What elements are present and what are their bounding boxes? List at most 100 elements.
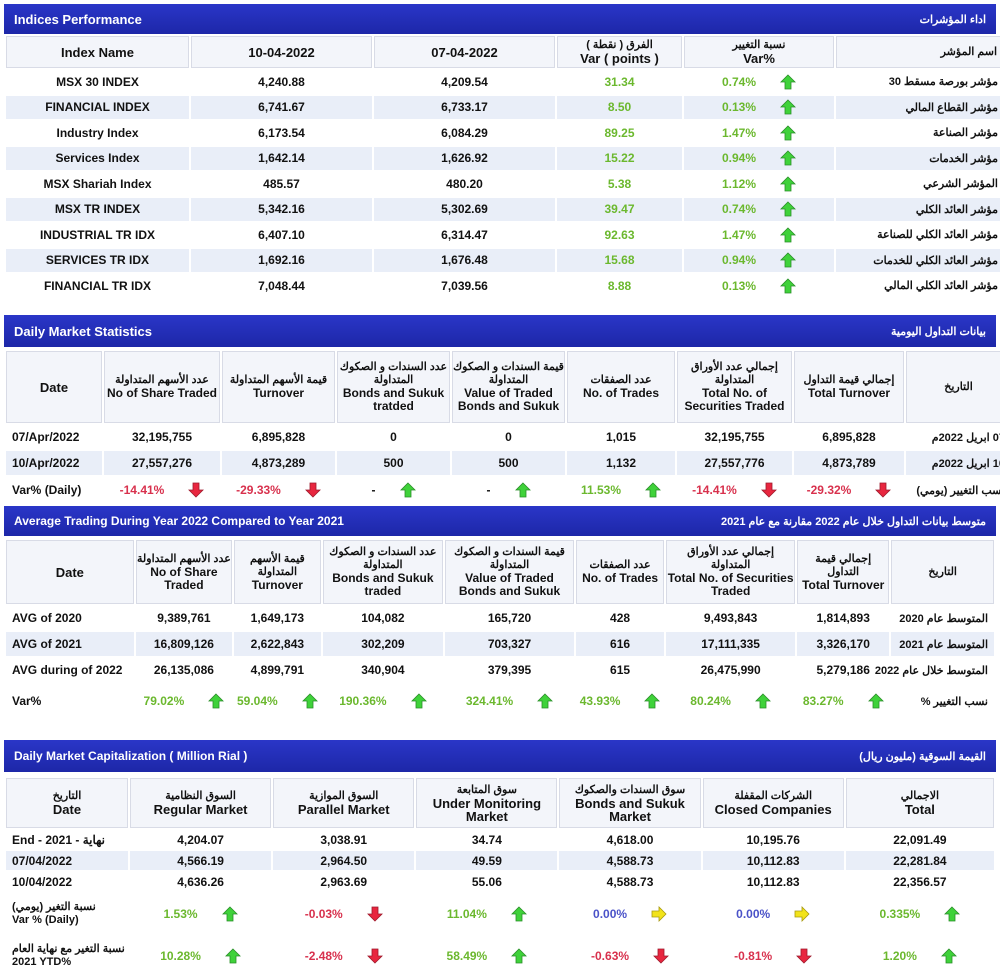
- indices-title-ar: اداء المؤشرات: [919, 13, 986, 26]
- daily-col-2: قيمة الأسهم المتداولة Turnover: [222, 351, 335, 423]
- daily-col-5: عدد الصفقات No. of Trades: [567, 351, 675, 423]
- avg-var-securities-value: 80.24%: [690, 694, 731, 708]
- cap-monitor: 55.06: [471, 874, 502, 889]
- daily-col-6: إجمالي عدد الأوراق المتداولة Total No. o…: [677, 351, 792, 423]
- index-value-d1: 5,342.16: [191, 197, 372, 221]
- avg-col-3-en: Bonds and Sukuk traded: [332, 571, 434, 598]
- index-var-pct: 1.47%: [684, 121, 834, 145]
- index-name-ar: مؤشر العائد الكلي: [836, 197, 1000, 221]
- avg-var-total-value: 83.27%: [802, 694, 844, 708]
- avg-col-3-ar: عدد السندات و الصكوك المتداولة: [329, 546, 437, 571]
- cap-col-4-en: Bonds and Sukuk Market: [575, 795, 685, 824]
- cap-col-1-ar: السوق النظامية: [165, 790, 236, 802]
- avg-securities: 17,111,335: [666, 632, 795, 656]
- daily-col-5-ar: عدد الصفقات: [590, 374, 652, 386]
- daily-var-bonds: -: [337, 477, 450, 503]
- cap-total: 22,091.49: [893, 832, 947, 847]
- avg-date: AVG of 2021: [6, 632, 134, 656]
- col-pct-en: Var%: [743, 51, 775, 66]
- index-value-d2: 1,626.92: [374, 146, 555, 170]
- daily-col-4: قيمة السندات و الصكوك المتداولة Value of…: [452, 351, 565, 423]
- daily-turnover: 4,873,289: [222, 451, 335, 475]
- arrow-up-icon: [302, 693, 318, 709]
- col-var-pct: نسبة التغيير Var%: [684, 36, 834, 68]
- index-var-pct-value: 0.13%: [721, 100, 757, 115]
- arrow-up-icon: [222, 906, 238, 922]
- avg-col-8: التاريخ: [891, 540, 994, 604]
- index-value-d1: 1,692.16: [191, 248, 372, 272]
- cap-closed: 10,112.83: [746, 874, 800, 889]
- avg-col-6: إجمالي عدد الأوراق المتداولة Total No. o…: [666, 540, 795, 604]
- avg-col-5: عدد الصفقات No. of Trades: [575, 540, 665, 604]
- arrow-up-icon: [780, 125, 796, 141]
- daily-col-3-en: Bonds and Sukuk tratded: [342, 386, 445, 413]
- daily-total: 4,873,789: [794, 451, 904, 475]
- indices-header-bar: Indices Performance اداء المؤشرات: [4, 4, 996, 34]
- col-date-1: 10-04-2022: [191, 36, 372, 68]
- arrow-up-icon: [208, 693, 224, 709]
- cap-var_ytd-monitor-value: 58.49%: [446, 949, 488, 963]
- arrow-up-icon: [755, 693, 771, 709]
- index-var-pct-value: 0.13%: [721, 278, 757, 293]
- daily-col-2-ar: قيمة الأسهم المتداولة: [229, 374, 328, 386]
- cap-var_ytd-regular: 10.28%: [130, 937, 271, 975]
- avg-total: 5,279,186: [816, 663, 870, 677]
- avg-row: AVG of 2020 9,389,761 1,649,173 104,082 165…: [6, 606, 994, 630]
- cap-table-panel: التاريخ Date السوق النظامية Regular Mark…: [4, 776, 996, 977]
- avg-date-ar: المتوسط عام 2020: [899, 612, 988, 625]
- daily-row: 10/Apr/2022 27,557,276 4,873,289 500 500 1,1…: [6, 451, 1000, 475]
- cap-monitor: 34.74: [471, 832, 502, 847]
- arrow-down-icon: [761, 482, 777, 498]
- avg-date-ar: المتوسط عام 2021: [891, 632, 994, 656]
- daily-var-turnover: -29.33%: [222, 477, 335, 503]
- avg-row: AVG during of 2022 26,135,086 4,899,791 34…: [6, 658, 994, 682]
- index-var-points: 5.38: [607, 176, 632, 191]
- arrow-up-icon: [944, 906, 960, 922]
- avg-col-0-en: Date: [55, 564, 84, 580]
- daily-col-6-ar: إجمالي عدد الأوراق المتداولة: [691, 361, 778, 386]
- avg-var-trades: 43.93%: [576, 684, 664, 718]
- avg-col-4: قيمة السندات و الصكوك المتداولة Value of…: [445, 540, 574, 604]
- col-index-name-ar: اسم المؤشر: [836, 36, 1000, 68]
- daily-bonds: 500: [337, 451, 450, 475]
- arrow-down-icon: [653, 948, 669, 964]
- cap-col-4-ar: سوق السندات والصكوك: [574, 783, 686, 796]
- cap-var_daily-bonds-value: 0.00%: [593, 907, 628, 921]
- daily-col-8: التاريخ: [906, 351, 1000, 423]
- avg-col-8-ar: التاريخ: [928, 565, 957, 578]
- daily-col-1: عدد الأسهم المتداولة No of Share Traded: [104, 351, 220, 423]
- arrow-down-icon: [796, 948, 812, 964]
- avg-var-bonds_val: 324.41%: [445, 684, 574, 718]
- avg-col-2-en: Turnover: [251, 577, 303, 592]
- cap-col-1-en: Regular Market: [153, 802, 248, 817]
- avg-date: AVG during of 2022: [12, 663, 123, 677]
- cap-col-0: التاريخ Date: [6, 778, 128, 828]
- col-pct-ar: نسبة التغيير: [732, 39, 786, 51]
- cap-col-5-en: Closed Companies: [714, 802, 832, 817]
- index-row: FINANCIAL TR IDX 7,048.44 7,039.56 8.88 …: [6, 274, 1000, 298]
- daily-col-7-en: Total Turnover: [807, 386, 891, 400]
- avg-title-ar: متوسط بيانات التداول خلال عام 2022 مقارن…: [720, 515, 986, 528]
- avg-trades: 615: [610, 663, 631, 677]
- cap-var_ytd-label-en: 2021 YTD%: [12, 956, 72, 968]
- indices-table-panel: Index Name 10-04-2022 07-04-2022 الفرق (…: [4, 34, 1000, 300]
- index-var-points: 89.25: [604, 125, 635, 140]
- indices-table: Index Name 10-04-2022 07-04-2022 الفرق (…: [4, 34, 1000, 300]
- arrow-up-icon: [780, 99, 796, 115]
- index-var-points: 92.63: [604, 227, 635, 242]
- index-name: MSX TR INDEX: [6, 197, 189, 221]
- avg-total: 3,326,170: [796, 632, 890, 656]
- cap-col-0-ar: التاريخ: [52, 790, 82, 802]
- index-var-pct-value: 1.12%: [721, 176, 757, 191]
- index-var-pct-value: 0.94%: [721, 151, 757, 166]
- cap-bonds: 4,588.73: [606, 874, 654, 889]
- index-name: MSX Shariah Index: [43, 176, 152, 191]
- index-name-ar: مؤشر الخدمات: [836, 146, 1000, 170]
- index-var-pct-value: 1.47%: [721, 125, 757, 140]
- cap-closed: 10,112.83: [702, 851, 844, 870]
- daily-var-bonds-value: -: [371, 483, 376, 497]
- avg-col-5-en: No. of Trades: [582, 571, 659, 585]
- avg-col-7-en: Total Turnover: [802, 577, 885, 592]
- avg-bonds: 340,904: [361, 663, 405, 677]
- arrow-down-icon: [305, 482, 321, 498]
